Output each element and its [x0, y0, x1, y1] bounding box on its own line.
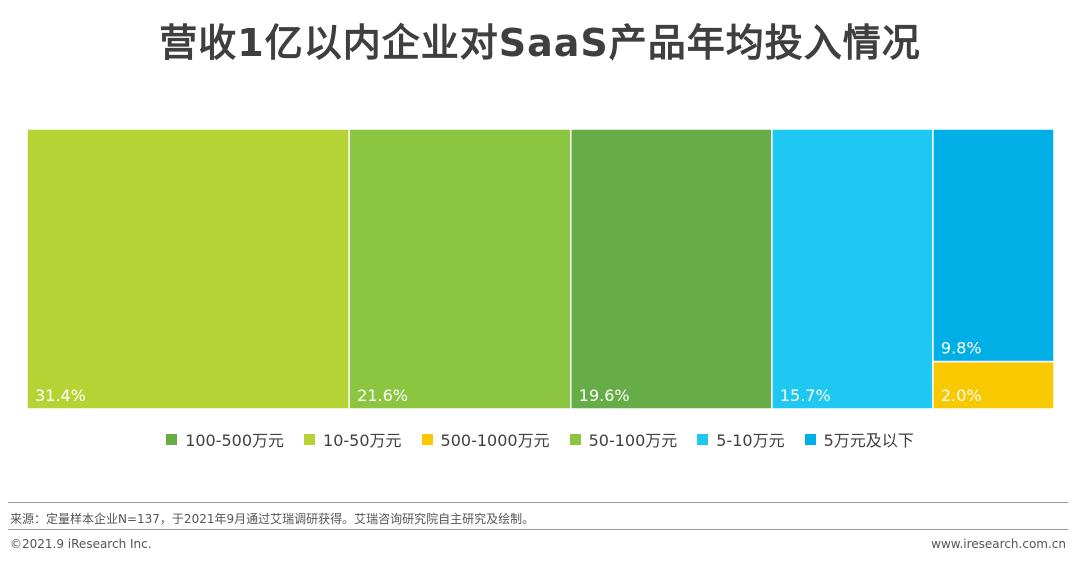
legend-item-3: 50-100万元 — [569, 427, 678, 451]
legend-label-3: 50-100万元 — [588, 431, 678, 450]
chart-legend: 100-500万元 10-50万元 500-1000万元 50-100万元 5-10万元… — [0, 428, 1080, 450]
footer-rule-bottom — [8, 529, 1068, 530]
legend-label-5: 5万元及以下 — [823, 431, 914, 450]
legend-swatch-4 — [697, 433, 709, 445]
legend-swatch-1 — [304, 433, 316, 445]
data-label-4-0: 2.0% — [941, 386, 982, 405]
bar-segment-1-0 — [348, 128, 572, 410]
legend-swatch-5 — [804, 433, 816, 445]
data-label-4-1: 9.8% — [941, 339, 982, 358]
legend-item-2: 500-1000万元 — [421, 427, 550, 451]
bar-segment-2-0 — [570, 128, 773, 410]
data-label-1-0: 21.6% — [357, 386, 408, 405]
bar-segment-0-0 — [26, 128, 350, 410]
legend-swatch-2 — [421, 433, 433, 445]
bar-segment-3-0 — [771, 128, 934, 410]
marimekko-chart: 31.4% 21.6% 19.6% 15.7% 2.0% 9.8% — [26, 128, 1055, 410]
legend-label-4: 5-10万元 — [716, 431, 785, 450]
legend-item-0: 100-500万元 — [166, 427, 284, 451]
legend-label-2: 500-1000万元 — [440, 431, 550, 450]
legend-label-1: 10-50万元 — [323, 431, 402, 450]
legend-label-0: 100-500万元 — [185, 431, 285, 450]
legend-item-5: 5万元及以下 — [804, 427, 914, 451]
source-note: 来源：定量样本企业N=137，于2021年9月通过艾瑞调研获得。艾瑞咨询研究院自… — [10, 512, 535, 526]
legend-swatch-3 — [569, 433, 581, 445]
data-label-3-0: 15.7% — [780, 386, 831, 405]
legend-item-4: 5-10万元 — [697, 427, 785, 451]
data-label-2-0: 19.6% — [579, 386, 630, 405]
chart-title: 营收1亿以内企业对SaaS产品年均投入情况 — [159, 21, 921, 65]
copyright-text: ©2021.9 iResearch Inc. — [10, 537, 152, 551]
data-label-0-0: 31.4% — [35, 386, 86, 405]
bar-segment-4-1 — [932, 128, 1055, 363]
legend-swatch-0 — [166, 433, 178, 445]
website-text: www.iresearch.com.cn — [931, 537, 1066, 551]
legend-item-1: 10-50万元 — [304, 427, 402, 451]
bar-segment-4-0 — [932, 360, 1055, 410]
footer-rule-top — [8, 502, 1068, 503]
